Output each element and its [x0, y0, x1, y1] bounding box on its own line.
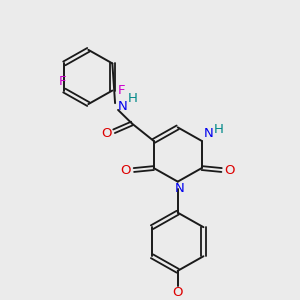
Text: N: N [204, 127, 214, 140]
Text: F: F [58, 75, 66, 88]
Text: N: N [118, 100, 128, 112]
Text: H: H [128, 92, 138, 105]
Text: N: N [175, 182, 184, 195]
Text: F: F [118, 84, 125, 97]
Text: O: O [101, 127, 111, 140]
Text: O: O [172, 286, 183, 298]
Text: H: H [214, 123, 224, 136]
Text: O: O [121, 164, 131, 176]
Text: O: O [224, 164, 235, 176]
